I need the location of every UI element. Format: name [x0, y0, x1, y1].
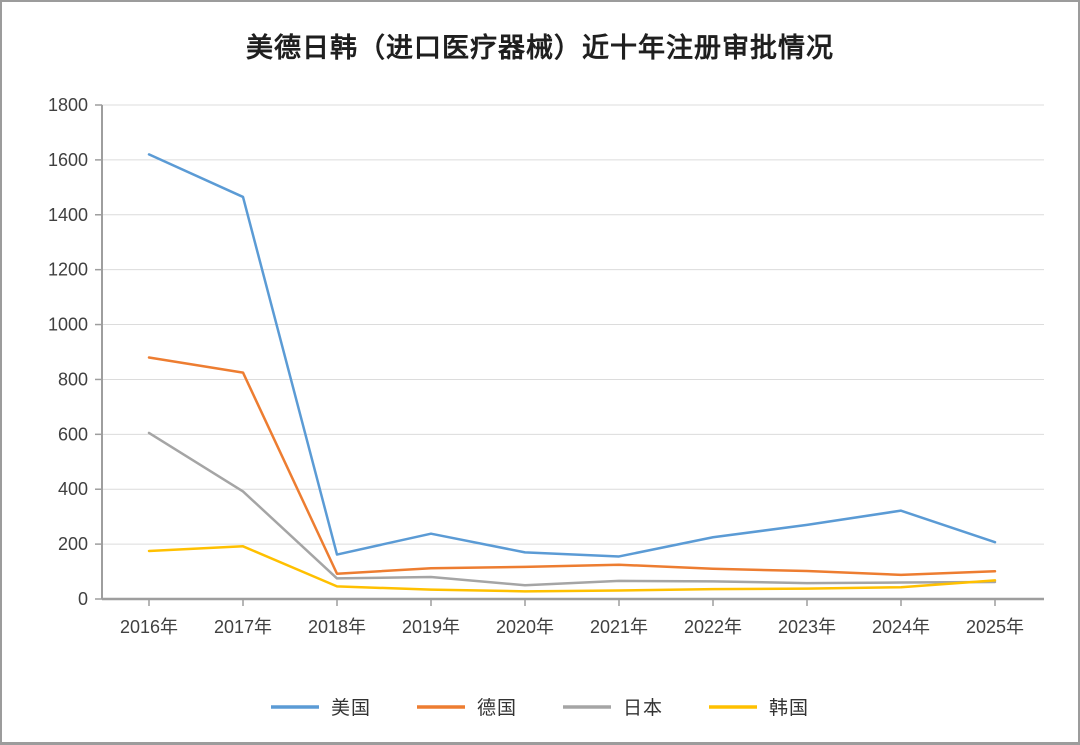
- y-axis-tick-label: 1200: [48, 260, 88, 280]
- legend-line-icon: [563, 704, 611, 709]
- y-axis-tick-label: 1800: [48, 95, 88, 115]
- series-line-美国: [147, 153, 997, 558]
- legend-item: 日本: [563, 693, 663, 720]
- line-chart-plot-area: 0 200 400 600 800 1000 1200 1400 1600 1800 2016年 20…: [48, 95, 1044, 637]
- x-axis-tick-label: 2023年: [778, 617, 836, 637]
- x-axis-tick-label: 2025年: [966, 617, 1024, 637]
- chart-legend: 美国 德国 日本 韩国: [2, 693, 1078, 720]
- x-axis-tick-label: 2020年: [496, 617, 554, 637]
- legend-item: 美国: [270, 693, 371, 720]
- x-axis-tick-label: 2021年: [590, 617, 648, 637]
- x-axis-tick-label: 2019年: [402, 617, 460, 637]
- legend-line-icon: [416, 704, 465, 709]
- y-axis-tick-label: 800: [58, 369, 88, 389]
- legend-label: 日本: [623, 698, 664, 719]
- y-axis-tick-label: 400: [58, 479, 88, 499]
- y-axis-tick-label: 0: [78, 589, 88, 609]
- legend-label: 德国: [476, 698, 517, 719]
- chart-title: 美德日韩（进口医疗器械）近十年注册审批情况: [246, 33, 834, 63]
- series-line-德国: [147, 356, 997, 577]
- y-axis-tick-label: 1000: [48, 315, 88, 335]
- x-axis-tick-label: 2018年: [308, 617, 366, 637]
- x-axis-tick-label: 2022年: [684, 617, 742, 637]
- y-axis-tick-label: 1600: [48, 150, 88, 170]
- y-axis-tick-label: 1400: [48, 205, 88, 225]
- legend-item: 韩国: [709, 693, 809, 720]
- legend-label: 美国: [330, 698, 371, 719]
- x-axis-tick-label: 2016年: [120, 617, 178, 637]
- series-line-日本: [147, 431, 997, 587]
- series-line-韩国: [147, 545, 997, 593]
- legend-item: 德国: [416, 693, 517, 720]
- x-axis-tick-label: 2017年: [214, 617, 272, 637]
- y-axis-tick-label: 600: [58, 424, 88, 444]
- y-axis-tick-label: 200: [58, 534, 88, 554]
- x-axis-tick-label: 2024年: [872, 617, 930, 637]
- legend-line-icon: [270, 704, 319, 709]
- legend-line-icon: [709, 704, 758, 709]
- legend-label: 韩国: [769, 698, 810, 719]
